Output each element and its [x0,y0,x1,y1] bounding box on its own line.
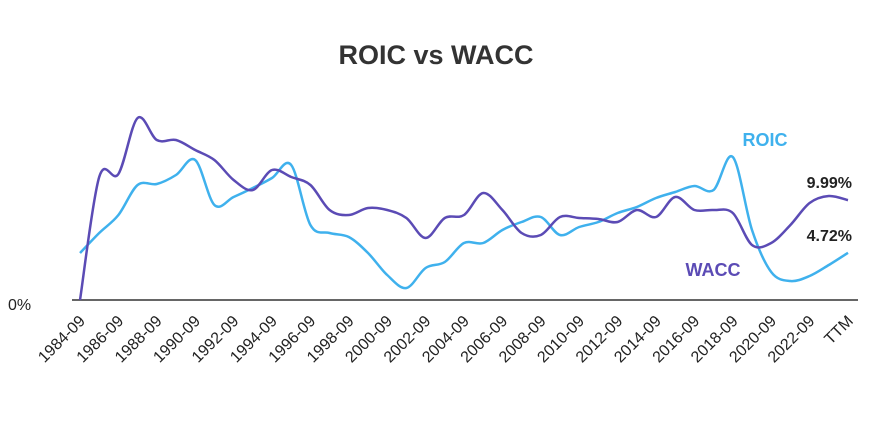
chart-title: ROIC vs WACC [338,40,533,70]
legend-label: ROIC [743,130,788,150]
series-line [78,115,849,301]
x-tick-label: TTM [822,313,857,348]
legend-label: WACC [686,260,741,280]
series-line [79,155,849,290]
value-label: 4.72% [807,228,852,245]
value-label: 9.99% [807,175,852,192]
y-tick-label: 0% [8,297,31,314]
